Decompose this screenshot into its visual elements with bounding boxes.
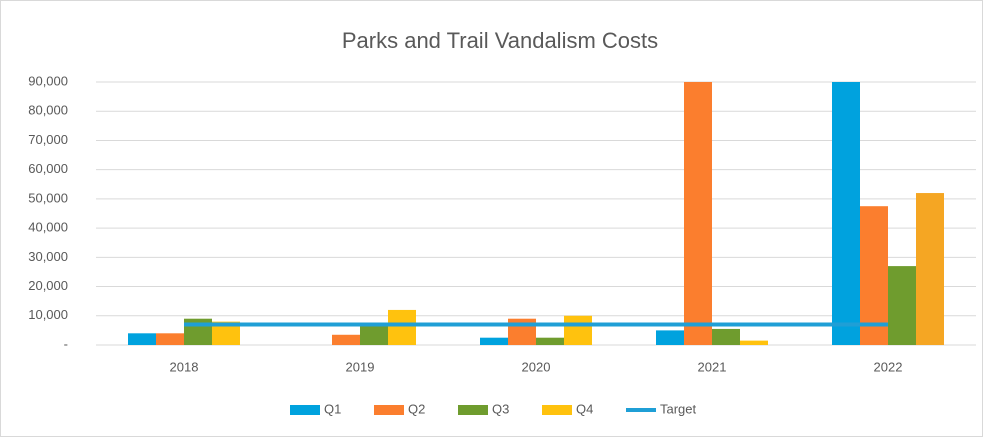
legend-swatch	[542, 405, 572, 415]
bar	[712, 328, 740, 345]
x-tick-label: 2021	[698, 359, 727, 374]
legend-label: Q4	[576, 401, 593, 416]
legend-label: Q2	[408, 401, 425, 416]
bar	[888, 266, 916, 345]
bar	[360, 324, 388, 345]
y-tick-label: 70,000	[28, 132, 68, 147]
bar	[388, 309, 416, 345]
bar	[832, 82, 860, 345]
bar	[860, 206, 888, 345]
bar	[740, 340, 768, 345]
bar	[536, 337, 564, 345]
y-tick-label: 30,000	[28, 249, 68, 264]
y-tick-label: 50,000	[28, 190, 68, 205]
x-tick-label: 2022	[874, 359, 903, 374]
legend-swatch	[290, 405, 320, 415]
y-tick-label: 90,000	[28, 73, 68, 88]
x-tick-label: 2019	[346, 359, 375, 374]
bar	[480, 337, 508, 345]
bar	[128, 333, 156, 345]
y-tick-label: 60,000	[28, 161, 68, 176]
bar	[212, 321, 240, 345]
y-tick-label: -	[64, 336, 68, 351]
y-tick-label: 10,000	[28, 307, 68, 322]
y-tick-label: 80,000	[28, 103, 68, 118]
bar	[916, 193, 944, 345]
chart-title: Parks and Trail Vandalism Costs	[342, 28, 658, 53]
bar	[332, 334, 360, 345]
legend-label: Q1	[324, 401, 341, 416]
y-tick-label: 40,000	[28, 220, 68, 235]
x-tick-label: 2020	[522, 359, 551, 374]
bar	[656, 330, 684, 345]
legend-swatch	[458, 405, 488, 415]
legend-label: Target	[660, 401, 697, 416]
x-tick-label: 2018	[170, 359, 199, 374]
legend-label: Q3	[492, 401, 509, 416]
bar	[156, 333, 184, 345]
bar	[564, 315, 592, 345]
bar	[684, 82, 712, 345]
legend-swatch	[374, 405, 404, 415]
y-tick-label: 20,000	[28, 278, 68, 293]
